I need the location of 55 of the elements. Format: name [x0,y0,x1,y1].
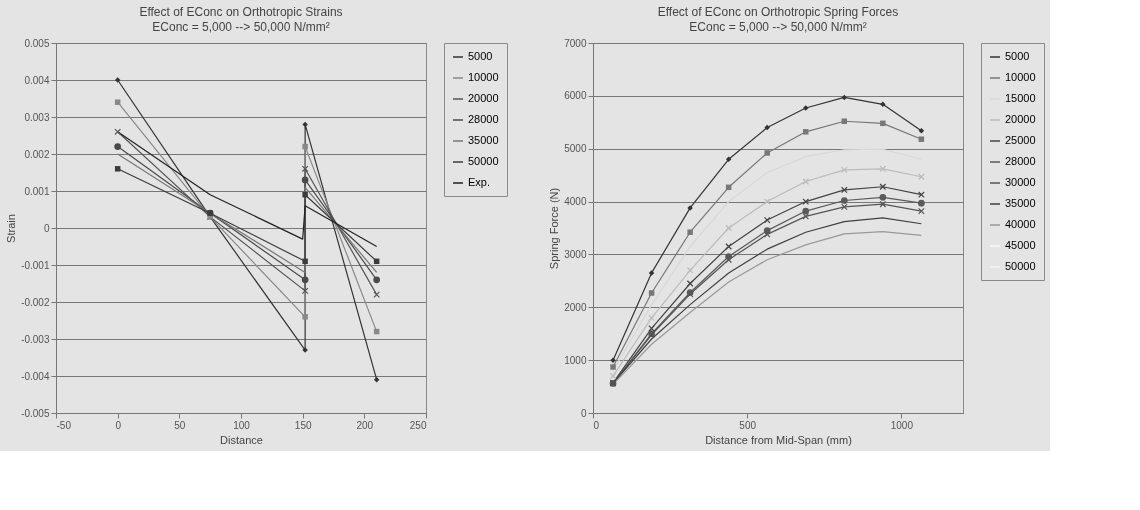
legend-label: 25000 [1005,134,1036,146]
y-tick-label: 0 [43,222,50,234]
x-axis-title: Distance [220,433,263,446]
legend-label: 50000 [1005,260,1036,272]
legend-label: 10000 [1005,71,1036,83]
legend-label: 45000 [1005,239,1036,251]
legend-label: 20000 [468,92,499,104]
chart-subtitle: EConc = 5,000 --> 50,000 N/mm² [152,20,330,34]
legend-label: 10000 [468,71,499,83]
legend-label: 5000 [468,50,493,62]
x-tick-label: -50 [56,419,72,431]
chart-subtitle: EConc = 5,000 --> 50,000 N/mm² [689,20,867,34]
legend-label: 50000 [468,155,499,167]
x-tick-label: 250 [409,419,427,431]
x-axis-title: Distance from Mid-Span (mm) [705,433,852,446]
x-tick-label: 100 [233,419,251,431]
y-tick-label: -0.005 [21,407,50,419]
x-tick-label: 1000 [890,419,914,431]
y-tick-label: 0.004 [24,74,50,86]
y-tick-label: 6000 [564,90,587,102]
y-tick-label: 4000 [564,196,587,208]
x-tick-label: 150 [294,419,312,431]
x-tick-label: 0 [115,419,122,431]
y-tick-label: 0.003 [24,111,50,123]
legend-label: 15000 [1005,92,1036,104]
chart-title: Effect of EConc on Orthotropic Spring Forces [657,5,899,19]
x-tick-label: 0 [593,419,600,431]
legend-label: 28000 [1005,155,1036,167]
y-tick-label: 0 [580,407,587,419]
legend-label: 35000 [1005,197,1036,209]
y-axis-title: Strain [5,214,18,243]
chart-title: Effect of EConc on Orthotropic Strains [139,5,343,19]
legend-label: 20000 [1005,113,1036,125]
y-tick-label: 1000 [564,354,587,366]
legend-label: Exp. [468,176,491,188]
x-tick-label: 200 [356,419,374,431]
y-tick-label: 3000 [564,248,587,260]
legend-label: 40000 [1005,218,1036,230]
x-tick-label: 500 [739,419,757,431]
x-tick-label: 50 [174,419,186,431]
y-tick-label: -0.001 [21,259,50,271]
y-tick-label: -0.002 [21,296,50,308]
y-tick-label: 0.001 [24,185,50,197]
legend-label: 30000 [1005,176,1036,188]
y-tick-label: -0.004 [21,370,50,382]
y-tick-label: 2000 [564,301,587,313]
y-tick-label: 0.002 [24,148,50,160]
y-axis-title: Spring Force (N) [548,187,561,270]
y-tick-label: 5000 [564,143,587,155]
y-tick-label: 0.005 [24,37,50,49]
legend-label: 5000 [1005,50,1030,62]
legend-label: 35000 [468,134,499,146]
y-tick-label: 7000 [564,37,587,49]
legend-label: 28000 [468,113,499,125]
y-tick-label: -0.003 [21,333,50,345]
